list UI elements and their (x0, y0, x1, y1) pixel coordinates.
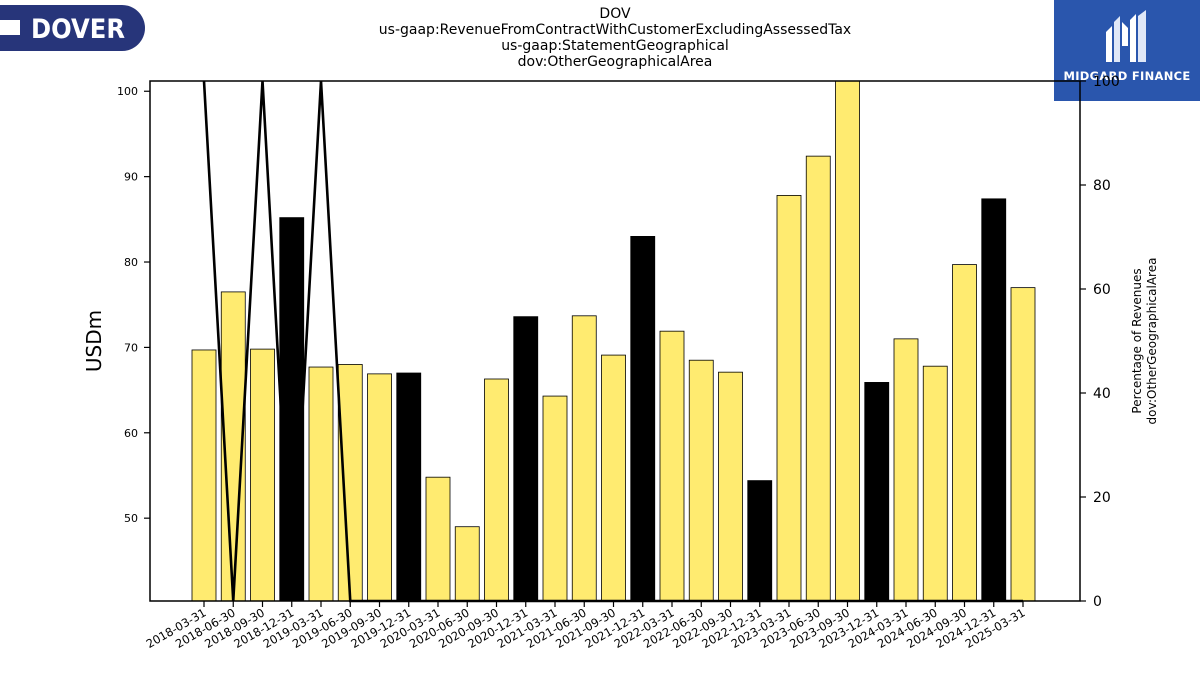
dover-logo-notch (0, 20, 20, 35)
bar-2018-03-31 (191, 349, 217, 602)
dover-logo-text: DOVER (31, 14, 125, 45)
bar-2020-09-30 (484, 378, 509, 602)
bar-2024-03-31 (893, 338, 919, 602)
midgard-logo: MIDGARD FINANCE (1054, 0, 1200, 101)
y-axis-right: 0 20 40 60 80 100 (1080, 74, 1120, 610)
y-tick-label: 70 (124, 341, 138, 354)
y-axis-left: 50 60 70 80 90 100 (117, 85, 150, 525)
y2-tick-label: 0 (1093, 594, 1102, 610)
chart-title-line-2: us-gaap:RevenueFromContractWithCustomerE… (378, 22, 852, 38)
bar-2024-09-30 (952, 264, 977, 602)
midgard-emblem-icon (1106, 10, 1146, 62)
chart-title-line-4: dov:OtherGeographicalArea (517, 54, 713, 70)
bar-2021-09-30 (601, 354, 626, 602)
chart-title-line-1: DOV (599, 6, 631, 22)
chart-title-line-3: us-gaap:StatementGeographical (501, 38, 729, 54)
y-axis-label: USDm (82, 310, 106, 372)
bar-2022-06-30 (688, 359, 714, 602)
y2-tick-label: 80 (1093, 178, 1111, 194)
y2-tick-label: 20 (1093, 490, 1111, 506)
y2-axis-label-line-1: Percentage of Revenues (1130, 268, 1144, 413)
bar-2021-03-31 (542, 395, 568, 602)
y2-tick-label: 100 (1093, 74, 1120, 90)
y2-tick-label: 40 (1093, 386, 1111, 402)
x-axis: 2018-03-312018-06-302018-09-302018-12-31… (144, 601, 1028, 651)
bar-2018-09-30 (250, 348, 275, 602)
bar-2019-03-31 (308, 366, 334, 602)
y-tick-label: 90 (124, 171, 138, 184)
bar-2022-09-30 (718, 371, 743, 602)
bar-2022-12-31 (747, 480, 773, 602)
y2-tick-label: 60 (1093, 282, 1111, 298)
y-tick-label: 100 (117, 85, 138, 98)
bar-2023-12-31 (864, 382, 890, 602)
bar-2023-03-31 (776, 195, 802, 602)
bar-2019-12-31 (396, 372, 422, 602)
midgard-brand-text: MIDGARD FINANCE (1063, 69, 1191, 83)
y-tick-label: 80 (124, 256, 138, 269)
bar-2022-03-31 (659, 330, 685, 602)
chart-title: DOV us-gaap:RevenueFromContractWithCusto… (300, 6, 930, 70)
bar-2020-06-30 (454, 526, 480, 602)
bar-2024-12-31 (981, 198, 1007, 602)
bar-2023-09-30 (835, 80, 860, 602)
bar-2024-06-30 (922, 365, 948, 602)
bar-2025-03-31 (1010, 287, 1036, 602)
y-tick-label: 60 (124, 427, 138, 440)
plot-frame (149, 80, 1081, 602)
bar-2021-06-30 (571, 315, 597, 602)
dover-logo: DOVER (0, 5, 145, 51)
y2-axis-label-line-2: dov:OtherGeographicalArea (1145, 258, 1159, 425)
y-tick-label: 50 (124, 512, 138, 525)
bar-2019-09-30 (367, 373, 392, 602)
bar-series (191, 80, 1036, 602)
bar-2018-12-31 (279, 217, 305, 602)
bar-2021-12-31 (630, 236, 656, 602)
bar-2023-06-30 (805, 155, 831, 602)
bar-2019-06-30 (337, 364, 363, 602)
bar-2020-12-31 (513, 316, 539, 602)
bar-2020-03-31 (425, 476, 451, 602)
dover-logo-badge (0, 5, 145, 51)
